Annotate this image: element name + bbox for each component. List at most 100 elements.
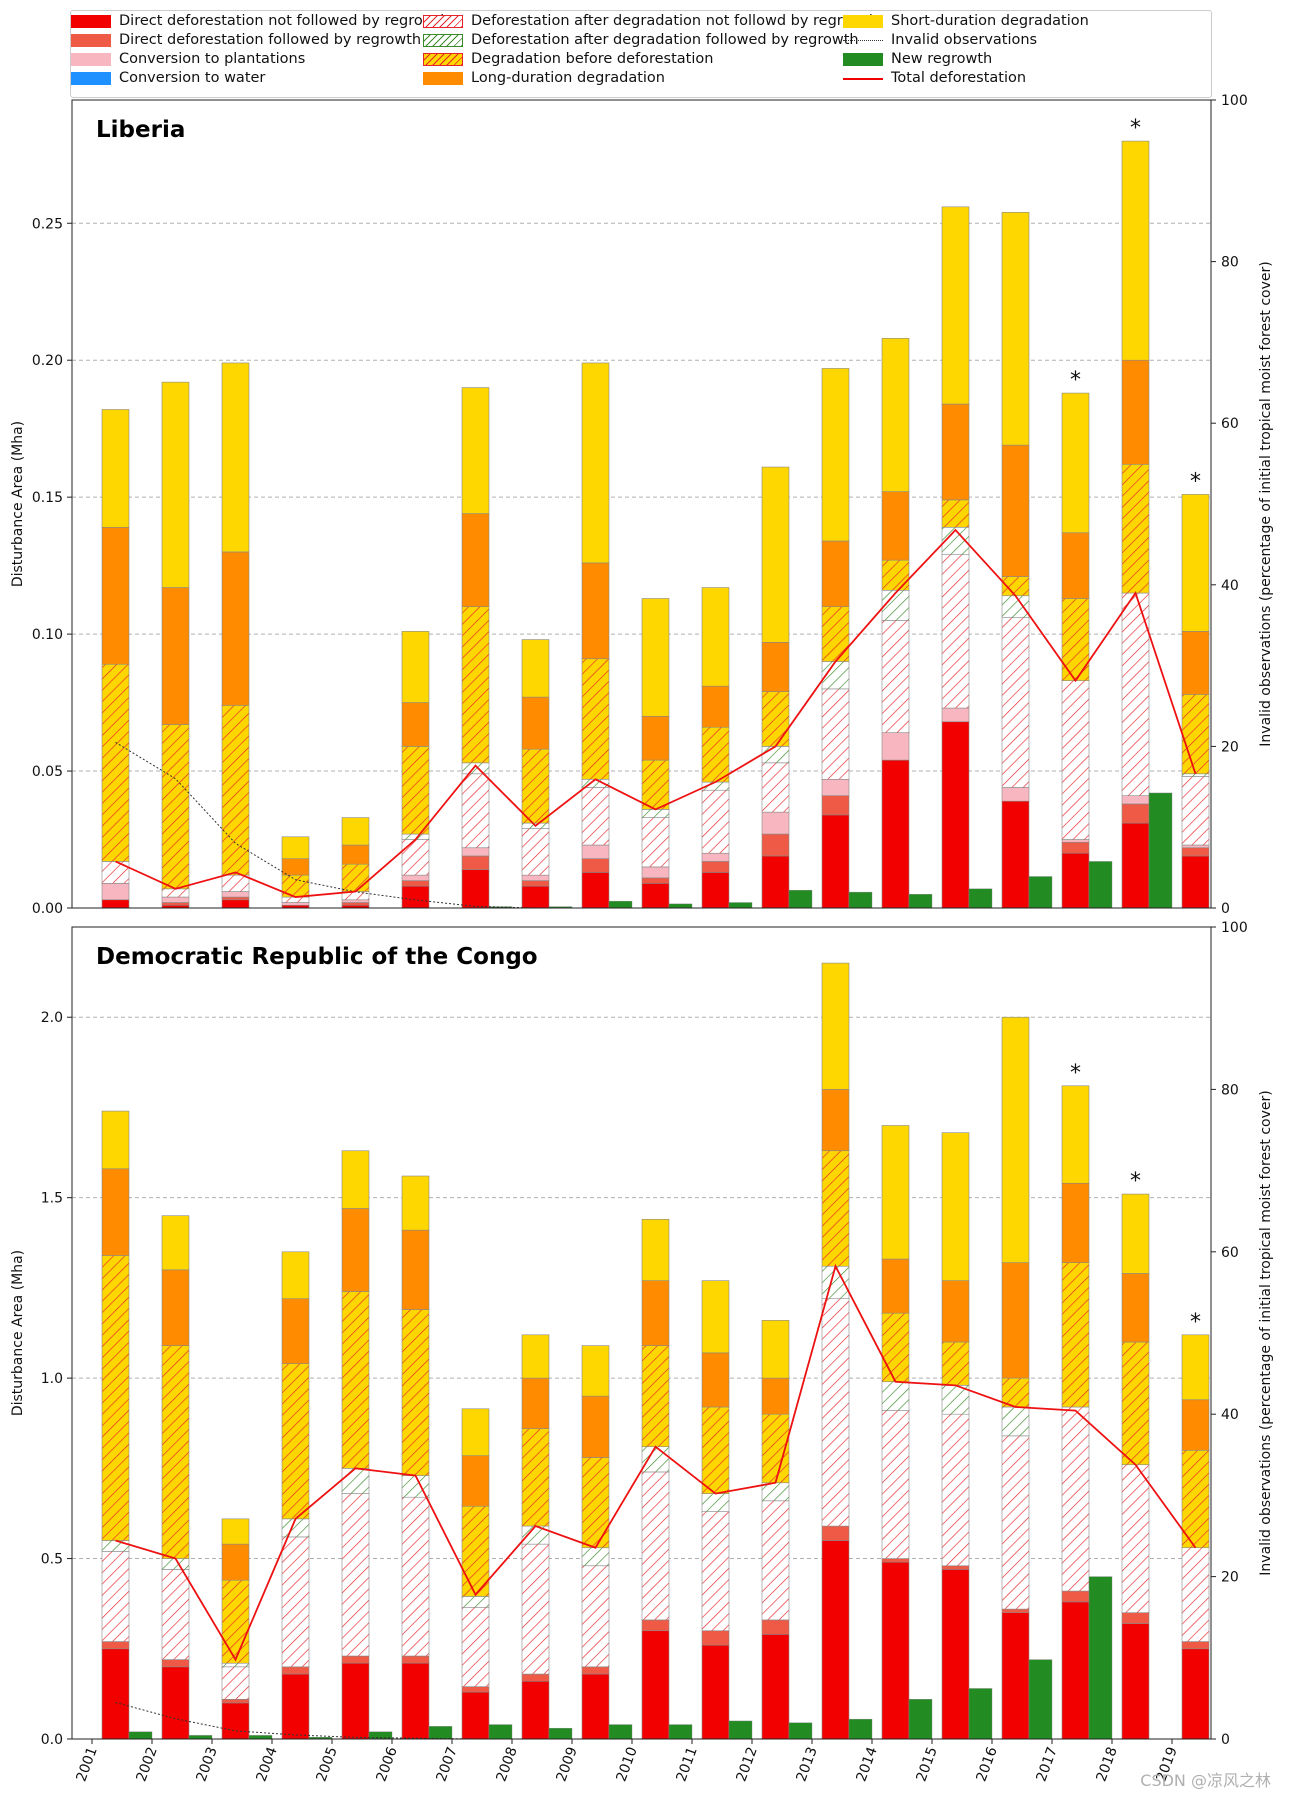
- bar-segment-deg-before-defor: [521, 1428, 550, 1527]
- bar-segment-after-deg-no-regrowth: [881, 620, 910, 734]
- bar-segment-long-deg: [221, 551, 250, 706]
- legend-label: New regrowth: [891, 51, 993, 67]
- bar-segment-short-deg: [581, 362, 610, 564]
- y-tick-label: 0.0: [41, 1732, 63, 1748]
- bar-segment-direct-no-regrowth: [1001, 1612, 1030, 1740]
- legend-swatch: [423, 33, 463, 47]
- regrowth-bar: [608, 1724, 633, 1740]
- bar-segment-after-deg-no-regrowth: [761, 1500, 790, 1621]
- bar-segment-long-deg: [281, 858, 310, 876]
- bar-segment-direct-no-regrowth: [581, 1673, 610, 1740]
- bar-segment-direct-regrowth: [461, 1686, 490, 1693]
- regrowth-bar: [608, 900, 633, 909]
- bar-segment-after-deg-no-regrowth: [161, 1569, 190, 1660]
- bar-segment-plantations: [701, 852, 730, 862]
- bar-segment-long-deg: [521, 1377, 550, 1429]
- legend-label: Total deforestation: [891, 70, 1027, 86]
- regrowth-bar: [1148, 792, 1173, 909]
- bar-segment-deg-before-defor: [461, 606, 490, 764]
- bar-segment-plantations: [641, 866, 670, 879]
- regrowth-bar: [848, 1718, 873, 1740]
- bar-segment-after-deg-no-regrowth: [1061, 1406, 1090, 1592]
- bar-segment-direct-no-regrowth: [221, 899, 250, 909]
- asterisk-marker: *: [1190, 469, 1201, 494]
- legend-item-after-deg-regrowth: Deforestation after degradation followed…: [423, 32, 859, 48]
- bar-segment-plantations: [341, 899, 370, 903]
- legend-swatch: [71, 71, 111, 85]
- x-tick-label: 2001: [74, 1745, 101, 1784]
- bar-segment-plantations: [1181, 844, 1210, 849]
- bar-segment-short-deg: [221, 362, 250, 553]
- y-right-tick-label: 60: [1221, 1245, 1239, 1261]
- bar-segment-after-deg-regrowth: [581, 1547, 610, 1567]
- bar-segment-short-deg: [1121, 1193, 1150, 1274]
- y-right-tick-label: 40: [1221, 1407, 1239, 1423]
- bar-segment-short-deg: [1181, 494, 1210, 632]
- bar-segment-direct-regrowth: [761, 1619, 790, 1635]
- total-deforestation-line: [115, 1263, 1197, 1662]
- bar-segment-after-deg-no-regrowth: [521, 1543, 550, 1675]
- legend-item-deg-before-defor: Degradation before deforestation: [423, 51, 713, 67]
- bar-segment-deg-before-defor: [1121, 463, 1150, 594]
- bar-segment-after-deg-no-regrowth: [641, 1471, 670, 1621]
- bar-segment-deg-before-defor: [401, 746, 430, 835]
- bar-segment-direct-no-regrowth: [221, 1702, 250, 1740]
- bar-segment-short-deg: [641, 598, 670, 717]
- bar-segment-long-deg: [1061, 1182, 1090, 1263]
- bar-segment-short-deg: [881, 1125, 910, 1260]
- bar-segment-plantations: [521, 874, 550, 881]
- legend-item-direct-no-regrowth: Direct deforestation not followed by reg…: [71, 13, 449, 29]
- bar-segment-short-deg: [1121, 140, 1150, 361]
- chart-panel-2: * * * 0.0 0.5 1.0 1.5 2.0 0 20 40 60 80 100 Disturbanc…: [10, 920, 1274, 1784]
- y-right-tick-label: 80: [1221, 1082, 1239, 1098]
- bar-segment-direct-no-regrowth: [461, 1691, 490, 1740]
- y-right-tick-label: 60: [1221, 416, 1239, 432]
- bar-segment-direct-no-regrowth: [701, 872, 730, 909]
- bar-segment-direct-no-regrowth: [761, 855, 790, 909]
- bar-segment-direct-no-regrowth: [341, 1662, 370, 1740]
- bar-segment-after-deg-regrowth: [641, 1446, 670, 1473]
- regrowth-bar: [968, 1688, 993, 1740]
- legend-item-water: Conversion to water: [71, 70, 265, 86]
- bar-segment-long-deg: [1181, 1399, 1210, 1451]
- bar-segment-after-deg-regrowth: [341, 1468, 370, 1494]
- bar-segment-direct-no-regrowth: [401, 885, 430, 909]
- bar-segment-plantations: [161, 896, 190, 903]
- bar-segment-short-deg: [401, 631, 430, 703]
- bar-segment-direct-regrowth: [1061, 1590, 1090, 1603]
- y-axis-label: Disturbance Area (Mha): [10, 1250, 26, 1416]
- bar-segment-deg-before-defor: [1181, 1449, 1210, 1549]
- bar-segment-after-deg-no-regrowth: [101, 1551, 130, 1642]
- bar-segment-after-deg-regrowth: [1001, 595, 1030, 618]
- x-tick-label: 2006: [374, 1745, 401, 1784]
- bar-segment-after-deg-no-regrowth: [161, 888, 190, 898]
- bar-segment-deg-before-defor: [1181, 694, 1210, 775]
- regrowth-bar: [188, 1735, 213, 1740]
- bar-segment-after-deg-regrowth: [761, 746, 790, 764]
- bar-segment-after-deg-no-regrowth: [821, 1298, 850, 1527]
- bar-segment-plantations: [821, 778, 850, 797]
- bar-segment-direct-regrowth: [821, 795, 850, 816]
- bar-segment-plantations: [281, 902, 310, 906]
- bar-segment-long-deg: [821, 540, 850, 608]
- legend-item-total: Total deforestation: [843, 70, 1026, 86]
- bar-segment-long-deg: [521, 696, 550, 750]
- y-right-tick-label: 20: [1221, 1570, 1239, 1586]
- bar-segment-short-deg: [1061, 392, 1090, 534]
- bar-segment-short-deg: [761, 1320, 790, 1379]
- asterisk-marker: *: [1190, 1310, 1201, 1335]
- bar-segment-after-deg-no-regrowth: [221, 874, 250, 892]
- bar-segment-direct-regrowth: [821, 1525, 850, 1541]
- y-right-axis-label: Invalid observations (percentage of init…: [1258, 1090, 1274, 1575]
- bar-segment-direct-regrowth: [1181, 1641, 1210, 1650]
- bar-segment-after-deg-no-regrowth: [881, 1410, 910, 1559]
- bar-segment-direct-no-regrowth: [1061, 1601, 1090, 1740]
- bar-segment-long-deg: [401, 702, 430, 747]
- legend-label: Conversion to plantations: [119, 51, 306, 67]
- bar-segment-deg-before-defor: [341, 863, 370, 892]
- x-tick-label: 2016: [974, 1745, 1001, 1784]
- bar-segment-after-deg-no-regrowth: [1181, 776, 1210, 846]
- regrowth-bar: [428, 1726, 453, 1740]
- legend-label: Short-duration degradation: [891, 13, 1089, 29]
